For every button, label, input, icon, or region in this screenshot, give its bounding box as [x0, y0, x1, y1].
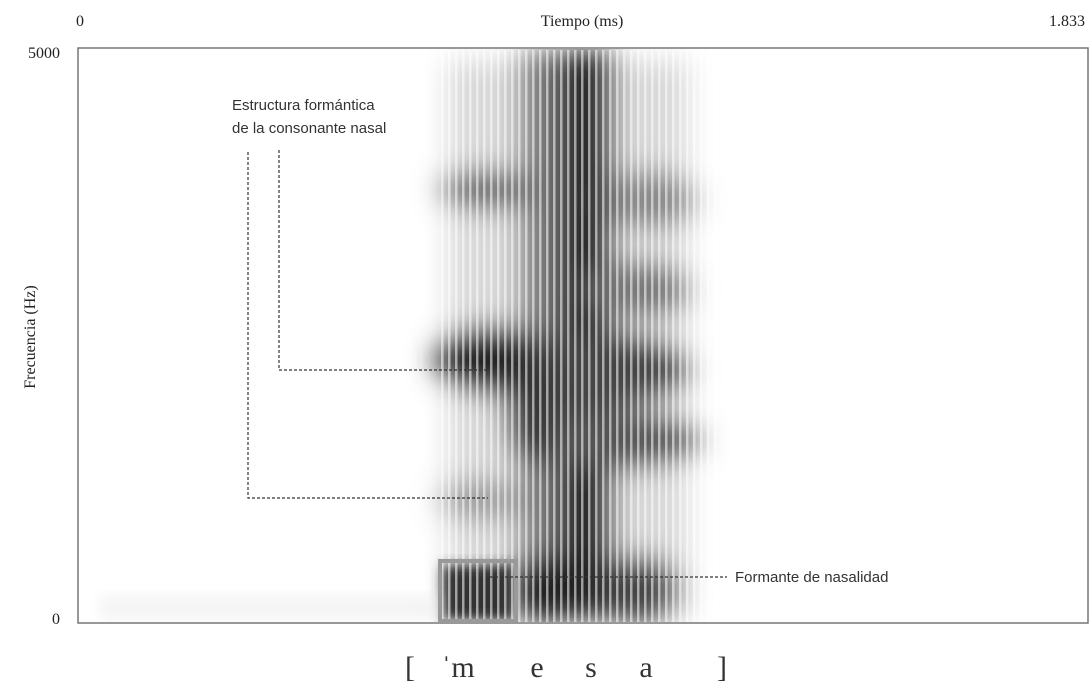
- x-start-label: 0: [76, 13, 84, 30]
- x-axis-title: Tiempo (ms): [541, 13, 624, 30]
- annotation-text: Formante de nasalidad: [735, 569, 888, 586]
- transcription-symbol: ˈm: [441, 651, 474, 684]
- transcription-symbol: s: [585, 651, 597, 684]
- annotation-text: Estructura formántica: [232, 97, 375, 114]
- annotation-lines: [247, 150, 727, 578]
- y-bottom-label: 0: [52, 611, 60, 628]
- spectrogram: [100, 50, 720, 622]
- transcription-symbol: e: [530, 651, 543, 684]
- y-axis-title: Frecuencia (Hz): [22, 285, 39, 389]
- transcription-symbol: a: [639, 651, 652, 684]
- x-end-label: 1.833: [1049, 13, 1085, 30]
- annotation-text: de la consonante nasal: [232, 120, 386, 137]
- transcription-symbol: ]: [717, 651, 727, 684]
- transcription-symbol: [: [405, 651, 415, 684]
- nasal-formant-box: [438, 559, 518, 623]
- y-top-label: 5000: [28, 45, 60, 62]
